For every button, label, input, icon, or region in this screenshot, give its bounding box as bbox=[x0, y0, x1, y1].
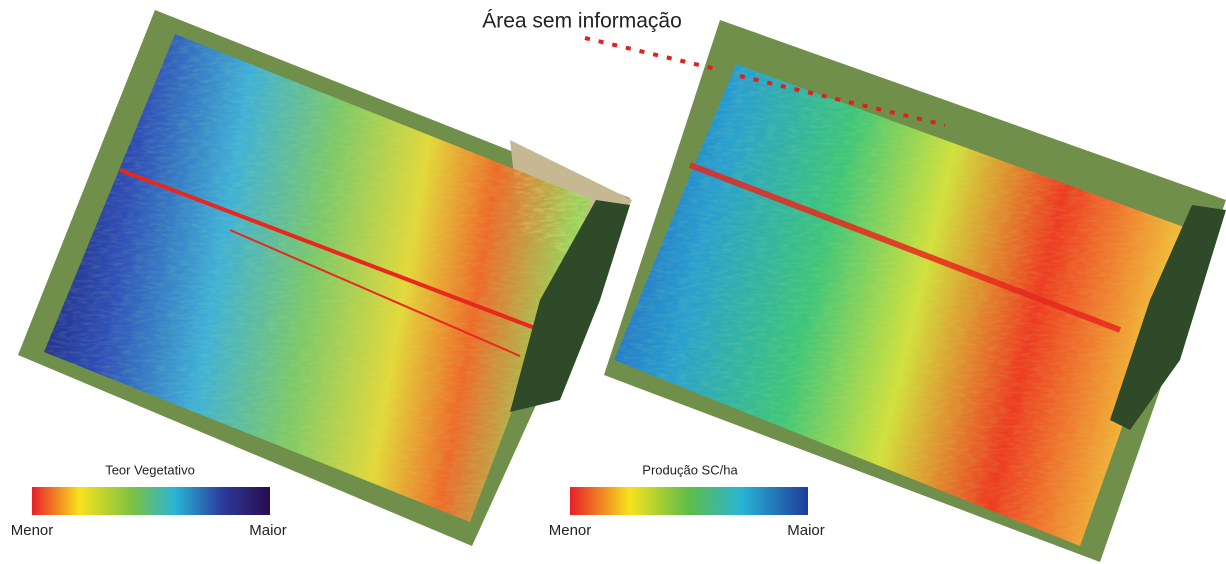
legend-title: Produção SC/ha bbox=[642, 462, 738, 477]
legend-max: Maior bbox=[787, 522, 825, 539]
legend-max: Maior bbox=[249, 522, 287, 539]
legend-min: Menor bbox=[11, 522, 54, 539]
legend-title: Teor Vegetativo bbox=[105, 462, 195, 477]
figure: Área sem informação Teor Vegetativo Meno… bbox=[0, 0, 1226, 564]
right-map bbox=[604, 20, 1226, 562]
annotation-pointer bbox=[585, 38, 720, 70]
annotation: Área sem informação bbox=[482, 10, 682, 33]
color-ramp bbox=[32, 487, 270, 515]
legend-min: Menor bbox=[549, 522, 592, 539]
color-ramp bbox=[570, 487, 808, 515]
page: Área sem informação Teor Vegetativo Meno… bbox=[0, 0, 1226, 564]
